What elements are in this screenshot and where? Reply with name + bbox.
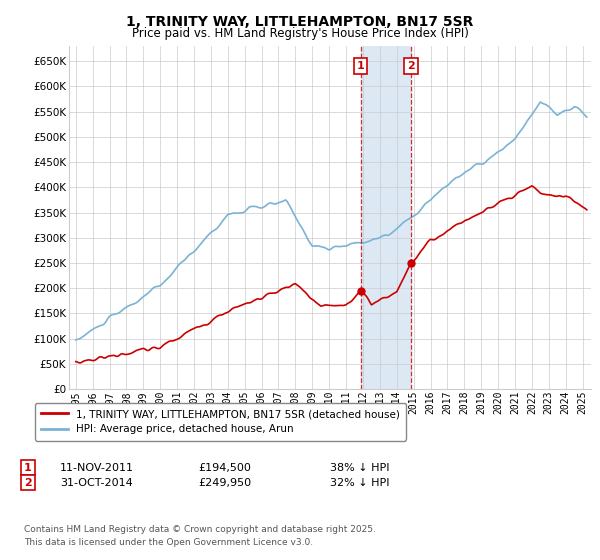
Text: 1, TRINITY WAY, LITTLEHAMPTON, BN17 5SR: 1, TRINITY WAY, LITTLEHAMPTON, BN17 5SR	[127, 15, 473, 29]
Text: 2: 2	[407, 61, 415, 71]
Text: 2: 2	[24, 478, 32, 488]
Legend: 1, TRINITY WAY, LITTLEHAMPTON, BN17 5SR (detached house), HPI: Average price, de: 1, TRINITY WAY, LITTLEHAMPTON, BN17 5SR …	[35, 403, 406, 441]
Text: 11-NOV-2011: 11-NOV-2011	[60, 463, 134, 473]
Text: 31-OCT-2014: 31-OCT-2014	[60, 478, 133, 488]
Text: Price paid vs. HM Land Registry's House Price Index (HPI): Price paid vs. HM Land Registry's House …	[131, 27, 469, 40]
Text: 1: 1	[24, 463, 32, 473]
Text: £249,950: £249,950	[198, 478, 251, 488]
Bar	[361, 46, 411, 389]
Text: £194,500: £194,500	[198, 463, 251, 473]
Text: Contains HM Land Registry data © Crown copyright and database right 2025.
This d: Contains HM Land Registry data © Crown c…	[24, 525, 376, 547]
Text: 32% ↓ HPI: 32% ↓ HPI	[330, 478, 389, 488]
Text: 1: 1	[357, 61, 365, 71]
Text: 38% ↓ HPI: 38% ↓ HPI	[330, 463, 389, 473]
